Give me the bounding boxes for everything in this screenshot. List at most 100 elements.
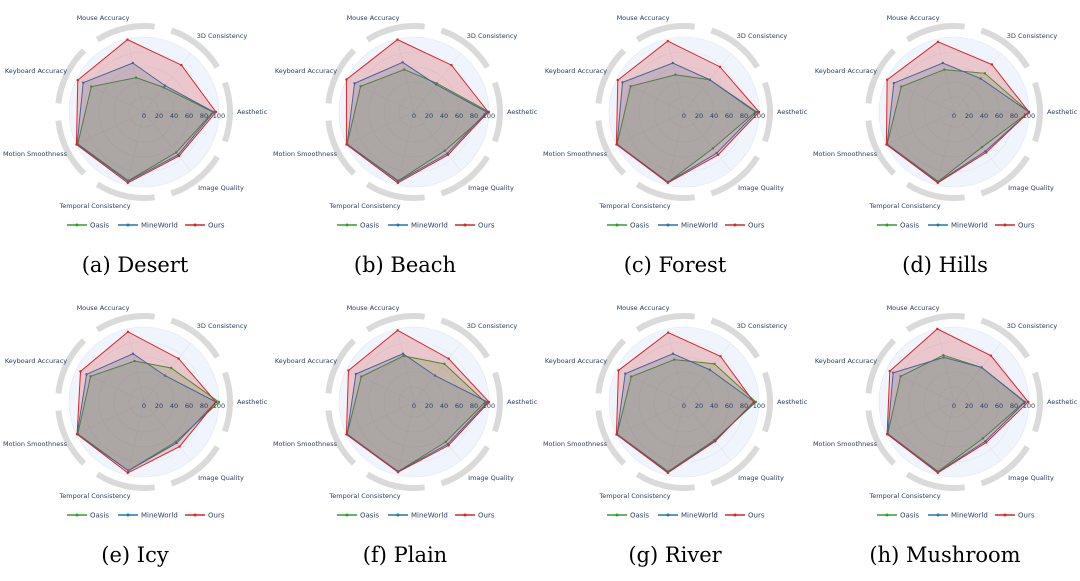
data-point-ours xyxy=(990,63,994,66)
legend-item-oasis[interactable]: Oasis xyxy=(337,222,379,230)
radial-tick-label: 0 xyxy=(412,402,416,410)
series-area-ours xyxy=(615,40,760,184)
angular-gridline xyxy=(76,111,145,145)
angular-gridline xyxy=(127,111,145,186)
panel-caption: (c) Forest xyxy=(624,253,727,277)
legend-label: Ours xyxy=(478,512,495,520)
radar-panel: 0 20 40 60 80 100 Aesthetic 3D Consistency Mouse… xyxy=(273,14,538,277)
data-point-mineworld xyxy=(621,81,624,84)
legend-item-oasis[interactable]: Oasis xyxy=(67,222,109,230)
angular-gridline xyxy=(616,111,685,145)
legend-label: Oasis xyxy=(630,222,649,230)
legend-item-ours[interactable]: Ours xyxy=(725,512,765,520)
legend-label: Oasis xyxy=(90,222,109,230)
data-point-oasis xyxy=(359,85,362,88)
legend-item-ours[interactable]: Ours xyxy=(725,222,765,230)
axis-label: Image Quality xyxy=(1008,474,1054,482)
radial-tick-label: 80 xyxy=(470,112,478,120)
data-point-ours xyxy=(936,181,940,185)
axis-arc-decoration xyxy=(221,81,233,143)
data-point-ours xyxy=(615,433,618,436)
legend-item-oasis[interactable]: Oasis xyxy=(337,512,379,520)
data-point-oasis xyxy=(942,354,945,357)
panel-caption: (f) Plain xyxy=(363,543,447,567)
legend-item-ours[interactable]: Ours xyxy=(995,222,1035,230)
data-point-oasis xyxy=(90,85,93,88)
radar-panel: 0 20 40 60 80 100 Aesthetic 3D Consistency Mouse… xyxy=(3,14,268,277)
data-point-ours xyxy=(178,445,181,448)
data-point-ours xyxy=(214,110,218,114)
radial-tick-label: 60 xyxy=(455,402,463,410)
data-point-mineworld xyxy=(434,83,438,86)
radial-tick-label: 80 xyxy=(200,112,208,120)
axis-label: Aesthetic xyxy=(507,398,538,406)
legend-item-mineworld[interactable]: MineWorld xyxy=(658,512,718,520)
series-area-oasis xyxy=(77,77,214,182)
axis-label: Temporal Consistency xyxy=(328,202,400,210)
data-point-ours xyxy=(936,40,940,44)
angular-gridline xyxy=(667,401,685,476)
legend-item-oasis[interactable]: Oasis xyxy=(67,512,109,520)
angular-gridline xyxy=(397,38,415,113)
legend-item-oasis[interactable]: Oasis xyxy=(607,512,649,520)
angular-gridline xyxy=(616,369,685,403)
axis-label: Keyboard Accuracy xyxy=(815,67,877,75)
legend-item-mineworld[interactable]: MineWorld xyxy=(388,512,448,520)
legend-item-mineworld[interactable]: MineWorld xyxy=(928,512,988,520)
radial-tick-label: 80 xyxy=(200,402,208,410)
radial-tick-label: 100 xyxy=(753,402,765,410)
legend-label: MineWorld xyxy=(951,222,988,230)
legend-item-mineworld[interactable]: MineWorld xyxy=(658,222,718,230)
data-point-mineworld xyxy=(131,61,135,65)
axis-label: Image Quality xyxy=(468,474,514,482)
legend-item-mineworld[interactable]: MineWorld xyxy=(118,222,178,230)
series-area-mineworld xyxy=(76,62,215,183)
series-area-mineworld xyxy=(887,356,1027,473)
axis-arc-decoration xyxy=(221,371,233,433)
series-area-ours xyxy=(885,41,1030,184)
legend-label: MineWorld xyxy=(141,512,178,520)
legend-item-ours[interactable]: Ours xyxy=(185,512,225,520)
legend-item-mineworld[interactable]: MineWorld xyxy=(388,222,448,230)
axis-label: Temporal Consistency xyxy=(58,202,130,210)
axis-label: Keyboard Accuracy xyxy=(545,67,607,75)
axis-arc-decoration xyxy=(55,338,87,394)
legend-item-mineworld[interactable]: MineWorld xyxy=(928,222,988,230)
legend-marker xyxy=(193,513,197,517)
axis-label: Motion Smoothness xyxy=(543,150,608,158)
legend-label: Ours xyxy=(208,512,225,520)
axis-arc-decoration xyxy=(1031,81,1043,143)
legend-item-mineworld[interactable]: MineWorld xyxy=(118,512,178,520)
legend-marker xyxy=(885,513,889,517)
radar-panel: 0 20 40 60 80 100 Aesthetic 3D Consistency Mouse… xyxy=(543,304,808,567)
legend-item-oasis[interactable]: Oasis xyxy=(877,222,919,230)
data-point-mineworld xyxy=(81,81,85,84)
axis-arc-decoration xyxy=(95,181,156,201)
angular-gridline xyxy=(76,369,145,403)
data-point-mineworld xyxy=(354,372,358,376)
series-area-mineworld xyxy=(616,353,756,473)
axis-label: Mouse Accuracy xyxy=(887,304,940,312)
legend-item-ours[interactable]: Ours xyxy=(455,222,495,230)
axis-arc-decoration xyxy=(980,445,1030,487)
axis-arc-decoration xyxy=(365,471,426,491)
data-point-ours xyxy=(718,65,722,69)
legend-item-ours[interactable]: Ours xyxy=(995,512,1035,520)
legend-item-oasis[interactable]: Oasis xyxy=(607,222,649,230)
legend-item-oasis[interactable]: Oasis xyxy=(877,512,919,520)
legend-label: Oasis xyxy=(360,512,379,520)
legend-item-ours[interactable]: Ours xyxy=(455,512,495,520)
radial-tick-label: 80 xyxy=(1010,112,1018,120)
legend-marker xyxy=(666,513,670,517)
data-point-mineworld xyxy=(892,81,896,85)
series-area-ours xyxy=(76,331,217,474)
legend-marker xyxy=(345,513,349,517)
axis-arc-decoration xyxy=(491,371,503,433)
axis-label: Motion Smoothness xyxy=(273,440,338,448)
axis-label: Keyboard Accuracy xyxy=(275,357,337,365)
data-point-mineworld xyxy=(979,77,982,80)
legend-marker xyxy=(885,223,889,227)
legend-item-ours[interactable]: Ours xyxy=(185,222,225,230)
axis-label: Temporal Consistency xyxy=(598,492,670,500)
legend-label: Oasis xyxy=(630,512,649,520)
